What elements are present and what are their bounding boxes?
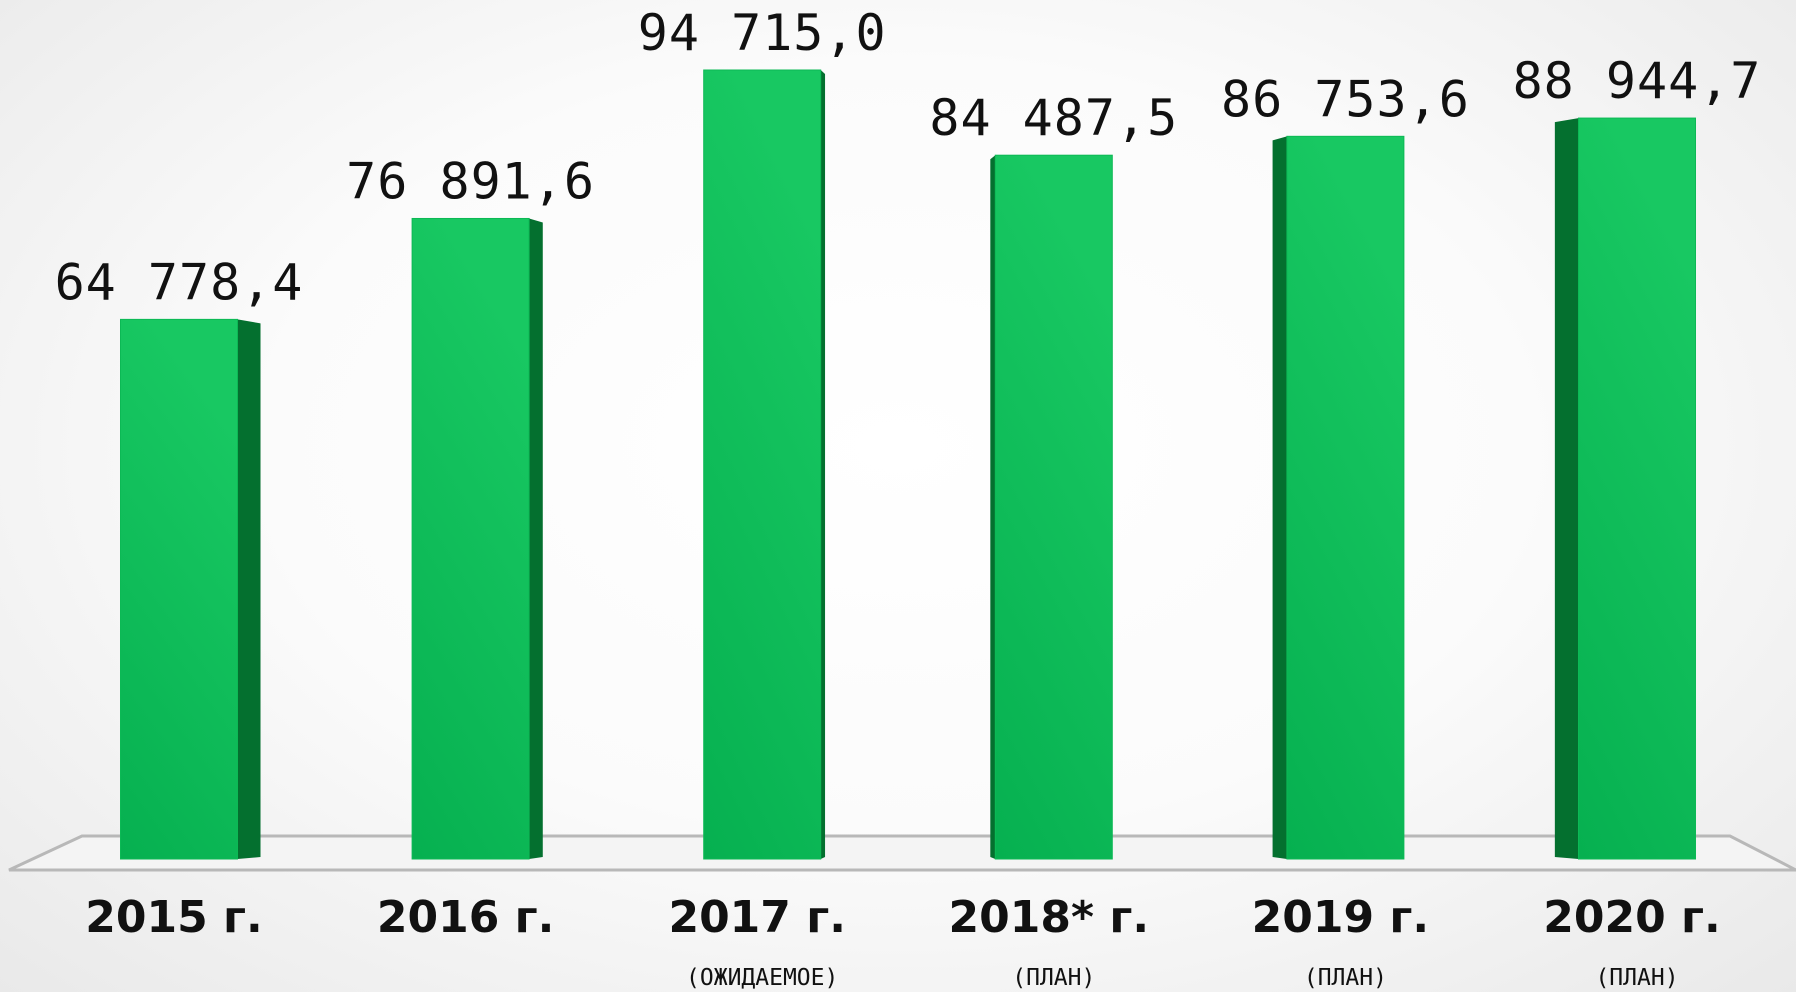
x-tick-note: (ПЛАН) xyxy=(1304,965,1387,991)
x-tick-label: 2017 г. xyxy=(668,892,845,943)
x-tick-label: 2015 г. xyxy=(85,892,262,943)
x-tick-label: 2020 г. xyxy=(1543,892,1720,943)
value-label: 76 891,6 xyxy=(346,152,595,210)
x-tick-note: (ПЛАН) xyxy=(1595,965,1678,991)
x-tick-note: (ОЖИДАЕМОЕ) xyxy=(686,965,838,991)
bar xyxy=(411,217,530,860)
value-label: 88 944,7 xyxy=(1513,52,1762,110)
value-label: 64 778,4 xyxy=(55,253,304,311)
bar-side xyxy=(1554,118,1579,860)
x-tick-note: (ПЛАН) xyxy=(1012,965,1095,991)
value-label: 84 487,5 xyxy=(929,89,1178,147)
bar-side xyxy=(820,70,826,859)
value-label: 86 753,6 xyxy=(1221,70,1470,128)
bar xyxy=(703,69,822,860)
bar-side xyxy=(990,155,996,859)
bar-side xyxy=(1272,136,1287,859)
bar-side xyxy=(529,218,543,859)
bar xyxy=(994,154,1113,860)
x-tick-label: 2019 г. xyxy=(1252,892,1429,943)
value-label: 94 715,0 xyxy=(638,4,887,62)
x-tick-label: 2018* г. xyxy=(949,892,1150,943)
x-tick-label: 2016 г. xyxy=(377,892,554,943)
floor xyxy=(8,834,1796,872)
bar xyxy=(1286,135,1405,860)
bar xyxy=(1578,117,1696,860)
bar xyxy=(120,318,238,860)
bar-side xyxy=(237,319,261,859)
